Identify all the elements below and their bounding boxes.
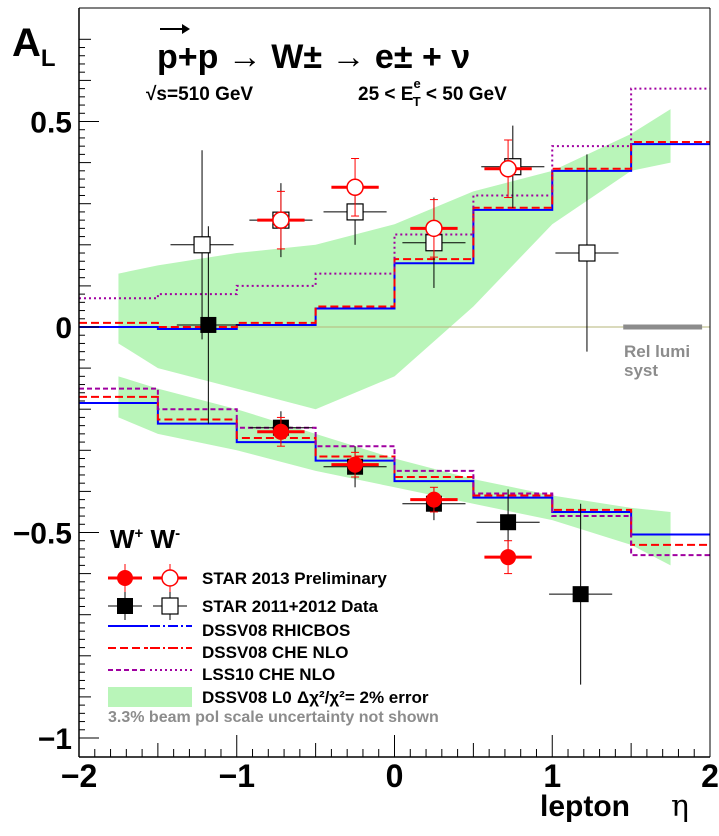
data-point (484, 540, 532, 575)
legend: STAR 2013 Preliminary STAR 2011+2012 Data… (108, 564, 429, 707)
legend-label: DSSV08 RHICBOS (202, 621, 350, 640)
tick-labels: −2 −1 0 1 2−1−0.500.5 (13, 107, 719, 795)
data-point (484, 139, 532, 199)
x-tick-label: −1 (219, 758, 255, 794)
rel-lumi-label: Rel lumi (624, 342, 690, 361)
title-arrow (160, 24, 190, 34)
legend-open-square-marker (161, 597, 179, 615)
open-circle-marker (425, 219, 443, 238)
open-circle-marker (346, 178, 364, 197)
filled-circle-marker (347, 456, 364, 473)
legend-filled-circle-marker (117, 570, 133, 586)
footnote: 3.3% beam pol scale uncertainty not show… (108, 709, 439, 726)
data-point (410, 486, 458, 513)
chart-title: p+p → W± → e± + ν (157, 38, 470, 76)
legend-label: LSS10 CHE NLO (202, 665, 335, 684)
legend-item-rhicbos: DSSV08 RHICBOS (108, 621, 350, 640)
data-point (331, 157, 379, 217)
data-point (170, 150, 234, 340)
open-circle-marker (272, 211, 290, 229)
x-tick-label: 0 (386, 758, 404, 794)
legend-band-swatch (108, 687, 192, 707)
filled-square-marker (572, 586, 589, 603)
filled-square-marker (200, 316, 217, 333)
x-tick-label: −2 (61, 758, 97, 794)
legend-item-star2013: STAR 2013 Preliminary (108, 564, 387, 592)
data-point (549, 503, 613, 685)
y-tick-label: −1 (38, 723, 72, 756)
legend-header: W+ W- (110, 524, 180, 554)
legend-filled-square-marker (117, 598, 133, 614)
x-axis-label: lepton (540, 790, 630, 823)
lss10-curve-W+ (79, 387, 710, 557)
filled-circle-marker (425, 491, 442, 508)
data-points (170, 125, 619, 685)
legend-item-lss10: LSS10 CHE NLO (108, 665, 335, 684)
legend-item-band: DSSV08 L0 Δχ²/χ²= 2% error (108, 687, 429, 707)
filled-circle-marker (500, 549, 517, 566)
data-point (555, 154, 619, 352)
rel-lumi-syst-label: syst (624, 361, 658, 380)
et-cut-label: 25 < Ee T < 50 GeV (358, 76, 507, 109)
data-point (410, 199, 458, 258)
legend-label-extra: Δχ²/χ²= 2% error (297, 688, 429, 707)
legend-label: DSSV08 L0 (202, 688, 292, 707)
data-point (257, 416, 305, 447)
x-tick-label: 1 (543, 758, 561, 794)
x-tick-label: 2 (701, 758, 719, 794)
y-tick-label: −0.5 (13, 518, 72, 551)
legend-label: DSSV08 CHE NLO (202, 643, 348, 662)
legend-label: STAR 2013 Preliminary (202, 569, 387, 588)
open-square-marker (193, 236, 211, 254)
axes (78, 7, 711, 758)
y-tick-label: 0.5 (30, 107, 72, 140)
legend-item-che: DSSV08 CHE NLO (108, 643, 348, 662)
open-square-marker (578, 244, 596, 262)
filled-circle-marker (272, 423, 289, 440)
legend-item-star2011: STAR 2011+2012 Data (108, 592, 378, 620)
theory-curves (79, 87, 710, 557)
filled-square-marker (500, 514, 517, 531)
data-point (176, 226, 240, 424)
che-curve-W- (79, 141, 710, 328)
data-point (257, 190, 305, 250)
data-point (331, 451, 379, 478)
y-tick-label: 0 (55, 312, 72, 345)
legend-open-circle-marker (161, 569, 179, 587)
y-axis-label: AL (12, 21, 56, 72)
band-layer (118, 109, 671, 566)
open-circle-marker (499, 160, 517, 178)
legend-label: STAR 2011+2012 Data (202, 597, 378, 616)
energy-label: √s=510 GeV (146, 84, 253, 105)
x-axis-eta-symbol: η (671, 789, 689, 824)
